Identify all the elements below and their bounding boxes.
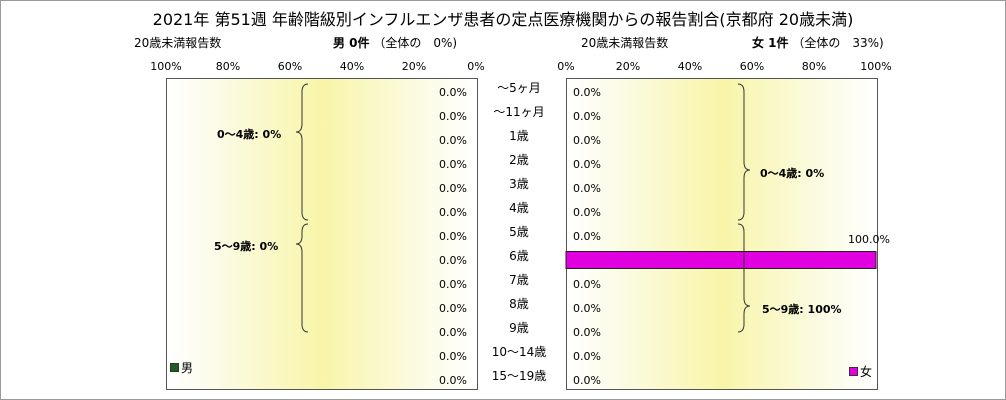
- age-label: ～11ヶ月: [493, 105, 545, 119]
- female-data-label: 0.0%: [573, 134, 601, 147]
- right-tick-80: 80%: [801, 60, 827, 73]
- chart-title: 2021年 第51週 年齢階級別インフルエンザ患者の定点医療機関からの報告割合(…: [152, 10, 854, 29]
- bar-group: [565, 251, 877, 269]
- female-data-label: 0.0%: [573, 230, 601, 243]
- male-data-label: 0.0%: [439, 374, 467, 387]
- female-bar-7: [565, 251, 877, 269]
- left-tick-80: 80%: [215, 60, 241, 73]
- age-label: ～5ヶ月: [497, 81, 541, 95]
- female-data-label: 0.0%: [573, 86, 601, 99]
- female-data-label: 0.0%: [573, 206, 601, 219]
- age-label: 1歳: [509, 129, 529, 143]
- left-tick-40: 40%: [339, 60, 365, 73]
- age-label: 5歳: [509, 225, 529, 239]
- age-label: 4歳: [509, 201, 529, 215]
- legend-label-male: 男: [181, 361, 194, 375]
- right-brace-5-9: [737, 223, 751, 333]
- male-data-label: 0.0%: [439, 110, 467, 123]
- left-plot-area: [166, 78, 478, 390]
- right-caption: 20歳未満報告数: [581, 36, 669, 50]
- male-data-label: 0.0%: [439, 302, 467, 315]
- male-data-label: 0.0%: [439, 326, 467, 339]
- male-data-label: 0.0%: [439, 86, 467, 99]
- right-header: 女 1件 （全体の 33%): [752, 34, 884, 51]
- female-data-label: 0.0%: [573, 278, 601, 291]
- female-data-label: 0.0%: [573, 374, 601, 387]
- female-data-label: 0.0%: [573, 326, 601, 339]
- right-brace-0-4: [737, 83, 751, 221]
- left-brace-label-0-4: 0～4歳: 0%: [217, 128, 282, 141]
- legend-swatch-male: [170, 363, 179, 372]
- left-header-count: 男 0件: [333, 36, 370, 50]
- left-caption: 20歳未満報告数: [134, 36, 222, 50]
- right-tick-40: 40%: [677, 60, 703, 73]
- left-brace-0-4: [295, 83, 309, 221]
- female-data-label: 0.0%: [573, 350, 601, 363]
- male-data-label: 0.0%: [439, 350, 467, 363]
- left-header-share: （全体の 0%): [373, 36, 458, 50]
- female-data-label: 0.0%: [573, 182, 601, 195]
- right-header-share: （全体の 33%): [792, 36, 884, 50]
- female-data-label: 0.0%: [573, 302, 601, 315]
- left-brace-5-9: [295, 223, 309, 333]
- male-data-label: 0.0%: [439, 254, 467, 267]
- age-label: 10～14歳: [491, 345, 547, 359]
- right-tick-0: 0%: [557, 60, 575, 73]
- female-data-label: 0.0%: [573, 110, 601, 123]
- age-label: 15～19歳: [491, 369, 547, 383]
- left-tick-0: 0%: [467, 60, 485, 73]
- age-label: 8歳: [509, 297, 529, 311]
- right-brace-label-0-4: 0～4歳: 0%: [760, 167, 825, 180]
- age-label: 6歳: [509, 249, 529, 263]
- right-brace-label-5-9: 5～9歳: 100%: [762, 303, 842, 316]
- right-tick-100: 100%: [860, 60, 892, 73]
- legend-label-female: 女: [860, 365, 873, 379]
- left-brace-label-5-9: 5～9歳: 0%: [214, 240, 279, 253]
- left-tick-100: 100%: [150, 60, 182, 73]
- right-header-count: 女 1件: [752, 36, 789, 50]
- female-data-label: 100.0%: [848, 233, 890, 246]
- age-label: 9歳: [509, 321, 529, 335]
- legend-male: 男: [170, 359, 193, 376]
- right-plot-area: [566, 78, 878, 390]
- male-data-label: 0.0%: [439, 206, 467, 219]
- left-header: 男 0件 （全体の 0%): [333, 34, 457, 51]
- male-data-label: 0.0%: [439, 278, 467, 291]
- legend-female: 女: [849, 363, 872, 380]
- right-tick-20: 20%: [615, 60, 641, 73]
- left-tick-20: 20%: [401, 60, 427, 73]
- male-data-label: 0.0%: [439, 158, 467, 171]
- age-label: 7歳: [509, 273, 529, 287]
- age-label: 2歳: [509, 153, 529, 167]
- male-data-label: 0.0%: [439, 134, 467, 147]
- male-data-label: 0.0%: [439, 230, 467, 243]
- left-tick-60: 60%: [277, 60, 303, 73]
- female-data-label: 0.0%: [573, 158, 601, 171]
- male-data-label: 0.0%: [439, 182, 467, 195]
- right-tick-60: 60%: [739, 60, 765, 73]
- age-label: 3歳: [509, 177, 529, 191]
- legend-swatch-female: [849, 367, 858, 376]
